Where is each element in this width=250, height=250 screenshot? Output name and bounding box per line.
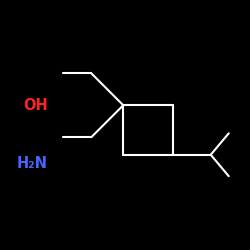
Text: OH: OH xyxy=(23,98,48,112)
Text: H₂N: H₂N xyxy=(17,156,48,170)
